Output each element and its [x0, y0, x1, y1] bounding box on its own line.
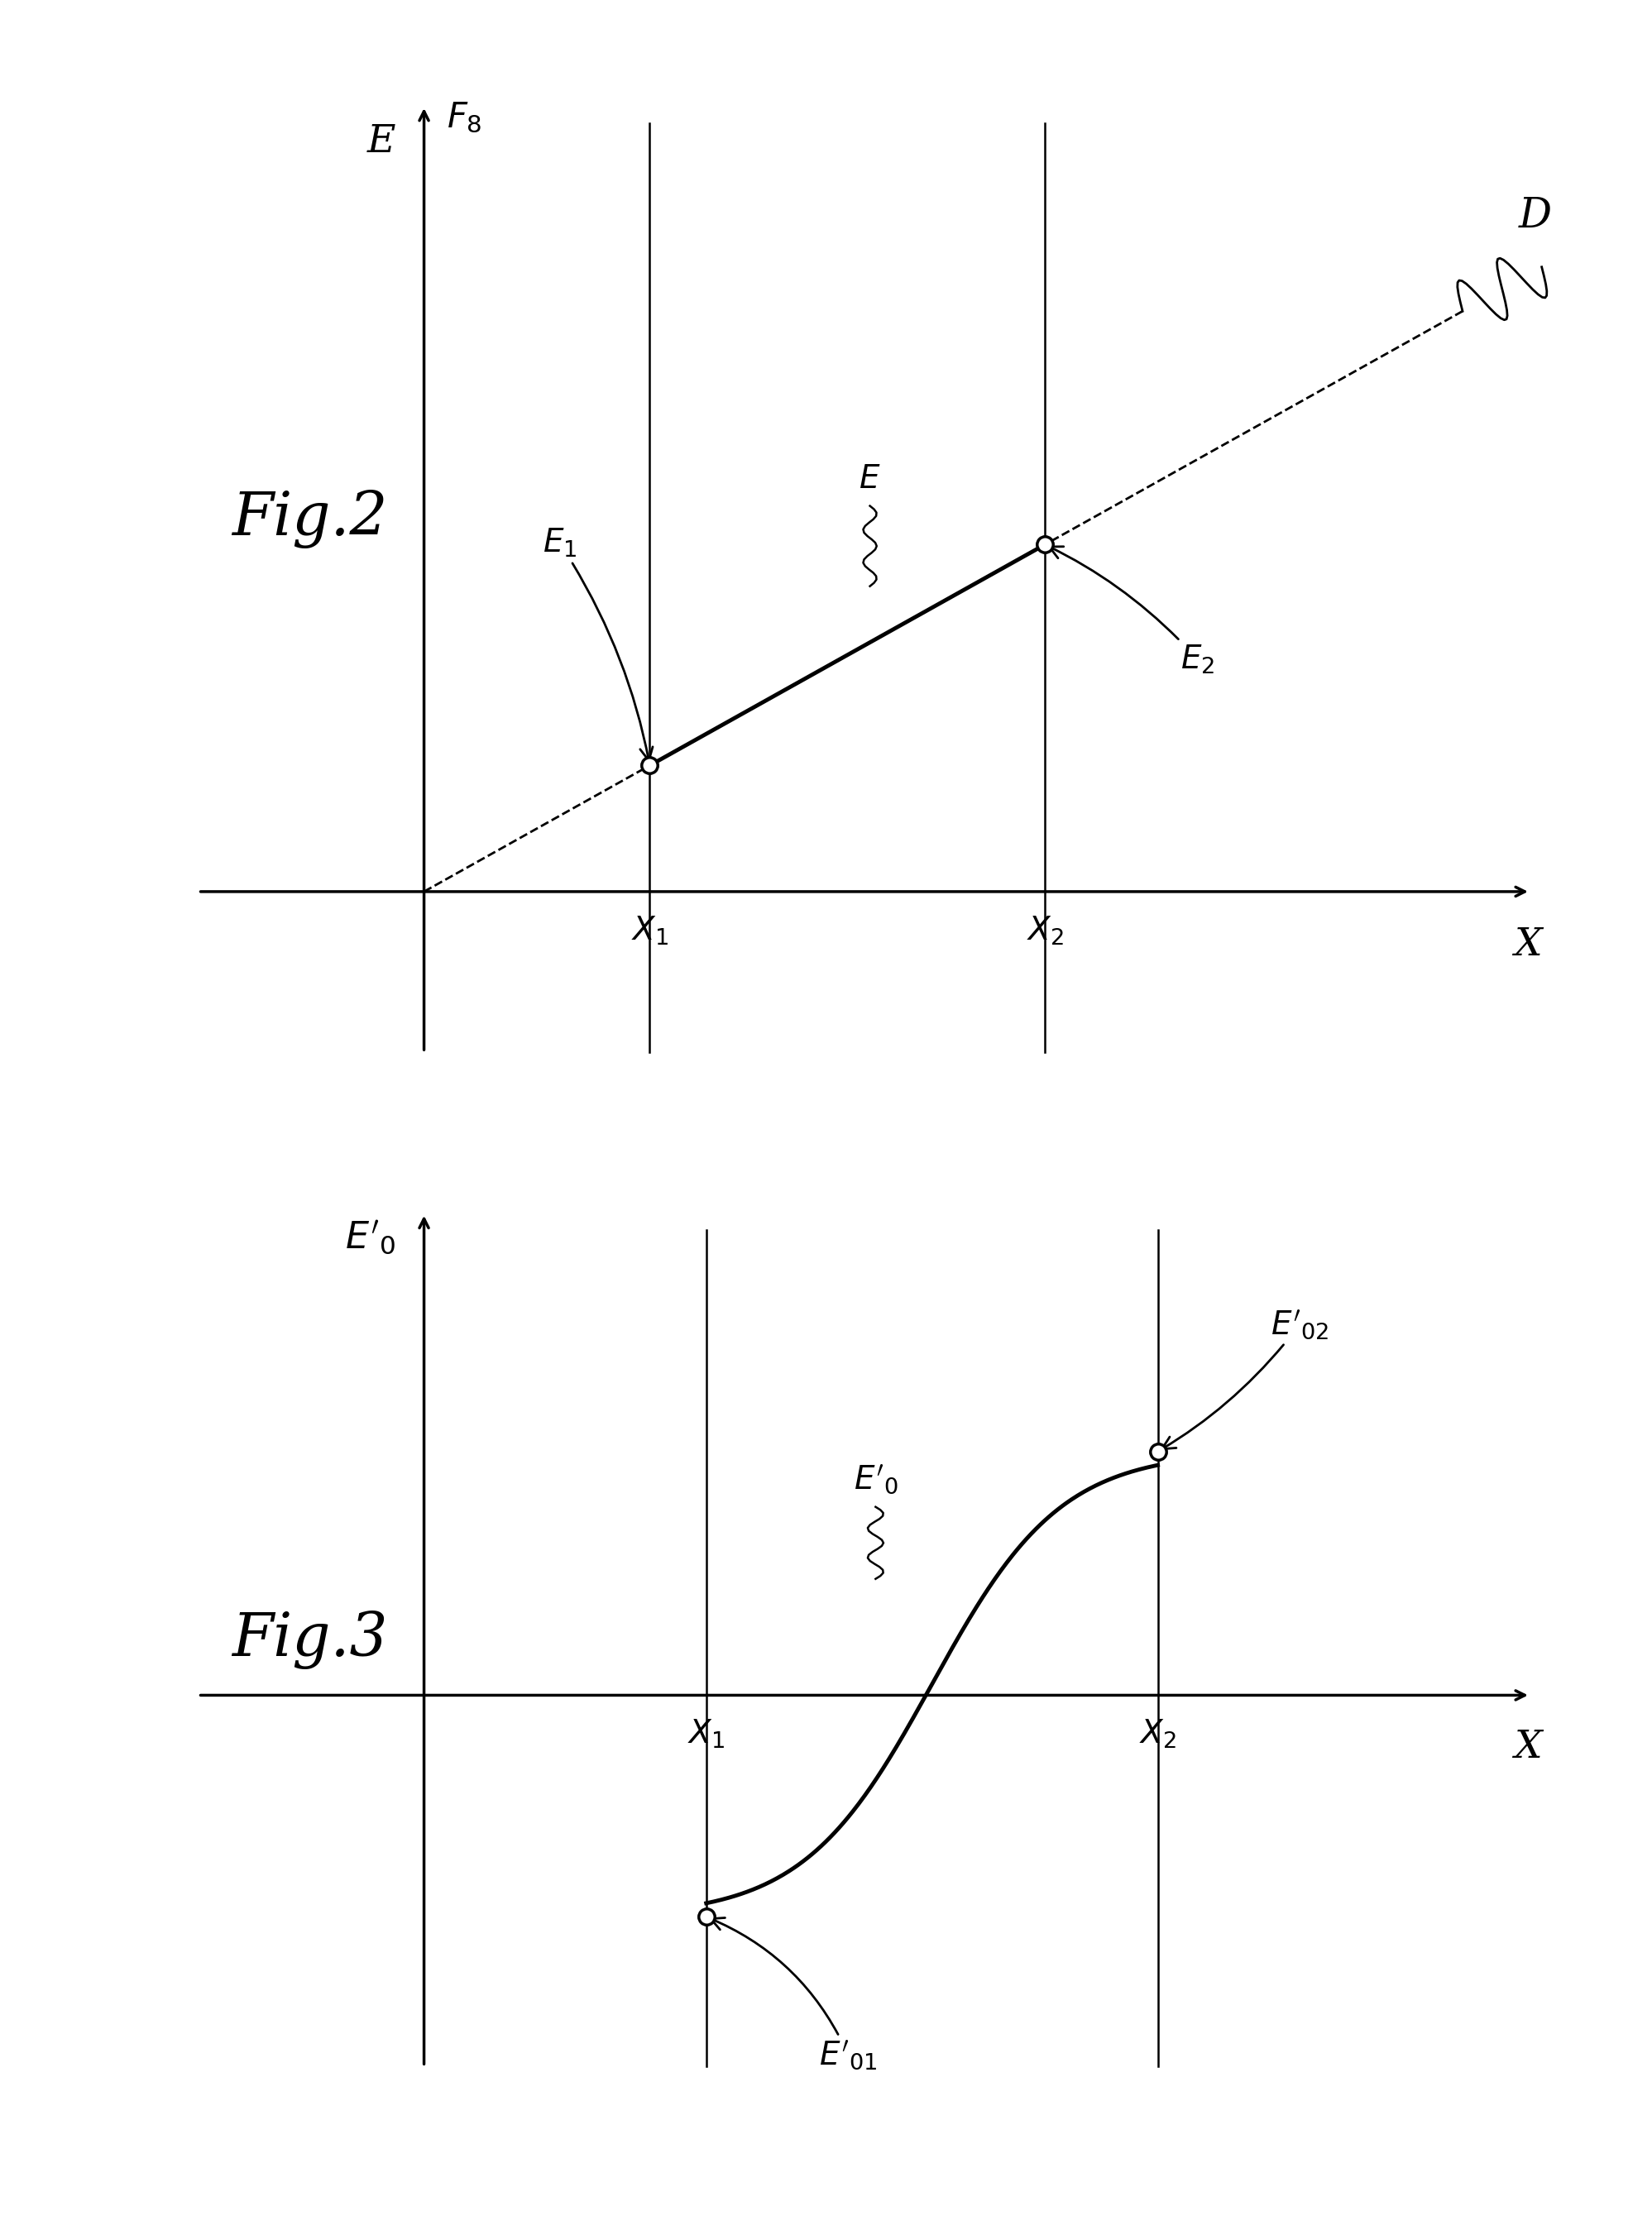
- Text: $E'_{02}$: $E'_{02}$: [1161, 1307, 1328, 1449]
- Text: $X_2$: $X_2$: [1026, 915, 1064, 946]
- Text: $E_2$: $E_2$: [1049, 547, 1214, 676]
- Text: $E'_{01}$: $E'_{01}$: [710, 1917, 877, 2072]
- Text: $X_2$: $X_2$: [1140, 1717, 1176, 1751]
- Text: $E$: $E$: [859, 463, 881, 494]
- Text: D: D: [1518, 195, 1553, 237]
- Text: $X_1$: $X_1$: [631, 915, 669, 946]
- Text: $F_8$: $F_8$: [446, 100, 482, 135]
- Text: $E_1$: $E_1$: [542, 527, 653, 760]
- Text: $E'_0$: $E'_0$: [854, 1463, 897, 1496]
- Text: X: X: [1513, 926, 1541, 964]
- Text: Fig.3: Fig.3: [231, 1611, 388, 1669]
- Text: E: E: [367, 124, 396, 160]
- Text: X: X: [1513, 1728, 1541, 1766]
- Text: Fig.2: Fig.2: [231, 490, 388, 547]
- Text: $E'_0$: $E'_0$: [345, 1219, 396, 1256]
- Text: $X_1$: $X_1$: [687, 1717, 725, 1751]
